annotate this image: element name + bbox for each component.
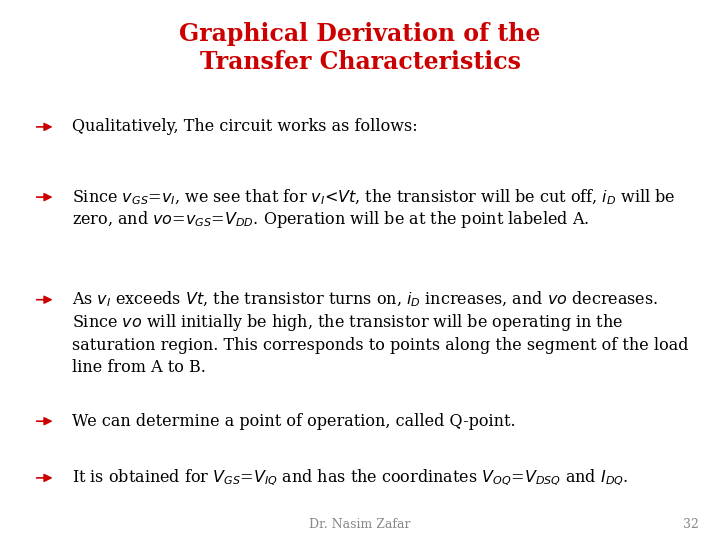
Text: It is obtained for $V_{GS}$=$V_{IQ}$ and has the coordinates $V_{OQ}$=$V_{DSQ}$ : It is obtained for $V_{GS}$=$V_{IQ}$ and… bbox=[72, 468, 629, 488]
Text: saturation region. This corresponds to points along the segment of the load: saturation region. This corresponds to p… bbox=[72, 336, 688, 354]
Text: line from A to B.: line from A to B. bbox=[72, 359, 206, 376]
Text: 32: 32 bbox=[683, 518, 698, 531]
Text: We can determine a point of operation, called Q-point.: We can determine a point of operation, c… bbox=[72, 413, 516, 430]
Text: Since $v_{GS}$=$v_I$, we see that for $v_I$<$\mathit{Vt}$, the transistor will b: Since $v_{GS}$=$v_I$, we see that for $v… bbox=[72, 187, 675, 207]
Text: Qualitatively, The circuit works as follows:: Qualitatively, The circuit works as foll… bbox=[72, 118, 418, 136]
Text: Dr. Nasim Zafar: Dr. Nasim Zafar bbox=[310, 518, 410, 531]
Text: Graphical Derivation of the
Transfer Characteristics: Graphical Derivation of the Transfer Cha… bbox=[179, 22, 541, 75]
Text: Since $\mathit{vo}$ will initially be high, the transistor will be operating in : Since $\mathit{vo}$ will initially be hi… bbox=[72, 312, 624, 333]
Text: As $v_I$ exceeds $\mathit{Vt}$, the transistor turns on, $i_D$ increases, and $\: As $v_I$ exceeds $\mathit{Vt}$, the tran… bbox=[72, 290, 658, 309]
Text: zero, and $\mathit{vo}$=$v_{GS}$=$V_{DD}$. Operation will be at the point labele: zero, and $\mathit{vo}$=$v_{GS}$=$V_{DD}… bbox=[72, 210, 589, 230]
